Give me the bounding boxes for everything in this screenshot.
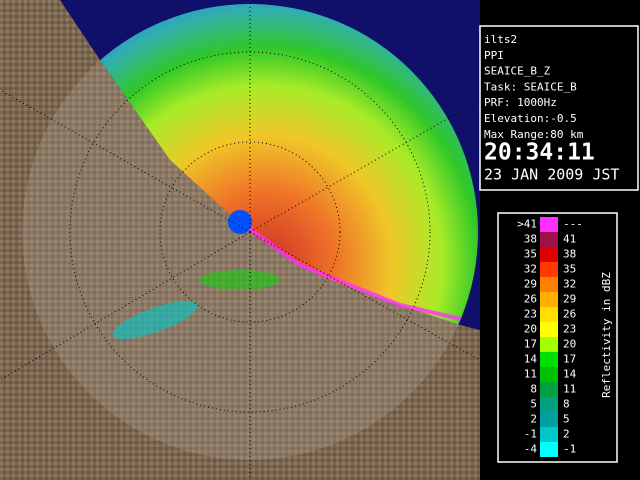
legend-low: -4: [524, 443, 538, 456]
legend-high: 14: [563, 368, 577, 381]
info-panel: [479, 25, 639, 191]
legend-swatch: [540, 322, 558, 337]
info-line: Elevation:-0.5: [484, 112, 577, 125]
legend-low: 17: [524, 338, 537, 351]
info-line: Task: SEAICE_B: [484, 80, 577, 93]
legend-low: 14: [524, 353, 538, 366]
info-line: PRF: 1000Hz: [484, 96, 557, 109]
legend-low: 35: [524, 248, 537, 261]
legend-low: 5: [530, 398, 537, 411]
legend-swatch: [540, 397, 558, 412]
legend-swatch: [540, 337, 558, 352]
legend-high: 11: [563, 383, 576, 396]
legend-swatch: [540, 427, 558, 442]
legend-low: 20: [524, 323, 537, 336]
legend-swatch: [540, 382, 558, 397]
legend-high: 23: [563, 323, 576, 336]
legend-low: 11: [524, 368, 537, 381]
legend-high: 20: [563, 338, 576, 351]
info-line: ilts2: [484, 33, 517, 46]
time: 20:34:11: [484, 140, 595, 166]
legend-high: -1: [563, 443, 576, 456]
legend-swatch: [540, 292, 558, 307]
legend-swatch: [540, 352, 558, 367]
legend-title: Reflectivity in dBZ: [600, 272, 613, 398]
legend-low: -1: [524, 428, 537, 441]
legend-high: 8: [563, 398, 570, 411]
legend-swatch: [540, 262, 558, 277]
legend-high: 32: [563, 278, 576, 291]
legend-low: 32: [524, 263, 537, 276]
info-line: Max Range:80 km: [484, 128, 584, 141]
info-line: SEAICE_B_Z: [484, 65, 551, 78]
legend-high: 38: [563, 248, 576, 261]
legend-swatch: [540, 307, 558, 322]
legend-high: 17: [563, 353, 576, 366]
date: 23 JAN 2009 JST: [484, 166, 619, 184]
legend-low: 8: [530, 383, 537, 396]
legend-low: 23: [524, 308, 537, 321]
radar-site: [228, 210, 252, 234]
legend-swatch: [540, 277, 558, 292]
legend-swatch: [540, 247, 558, 262]
land-echo: [112, 300, 198, 340]
legend-low: 2: [530, 413, 537, 426]
legend-low: >41: [517, 218, 537, 231]
legend-swatch: [540, 442, 558, 457]
legend-swatch: [540, 217, 558, 232]
legend-high: ---: [563, 218, 583, 231]
legend-swatch: [540, 232, 558, 247]
info-line: PPI: [484, 49, 504, 62]
legend-low: 29: [524, 278, 537, 291]
legend-high: 35: [563, 263, 576, 276]
legend-high: 5: [563, 413, 570, 426]
range-rings: [0, 0, 480, 480]
land-echo: [200, 270, 280, 290]
legend-high: 26: [563, 308, 576, 321]
legend-high: 29: [563, 293, 576, 306]
legend-swatch: [540, 367, 558, 382]
legend-low: 38: [524, 233, 537, 246]
land: [0, 0, 480, 480]
legend-high: 41: [563, 233, 576, 246]
legend-low: 26: [524, 293, 537, 306]
legend-swatch: [540, 412, 558, 427]
legend-high: 2: [563, 428, 570, 441]
